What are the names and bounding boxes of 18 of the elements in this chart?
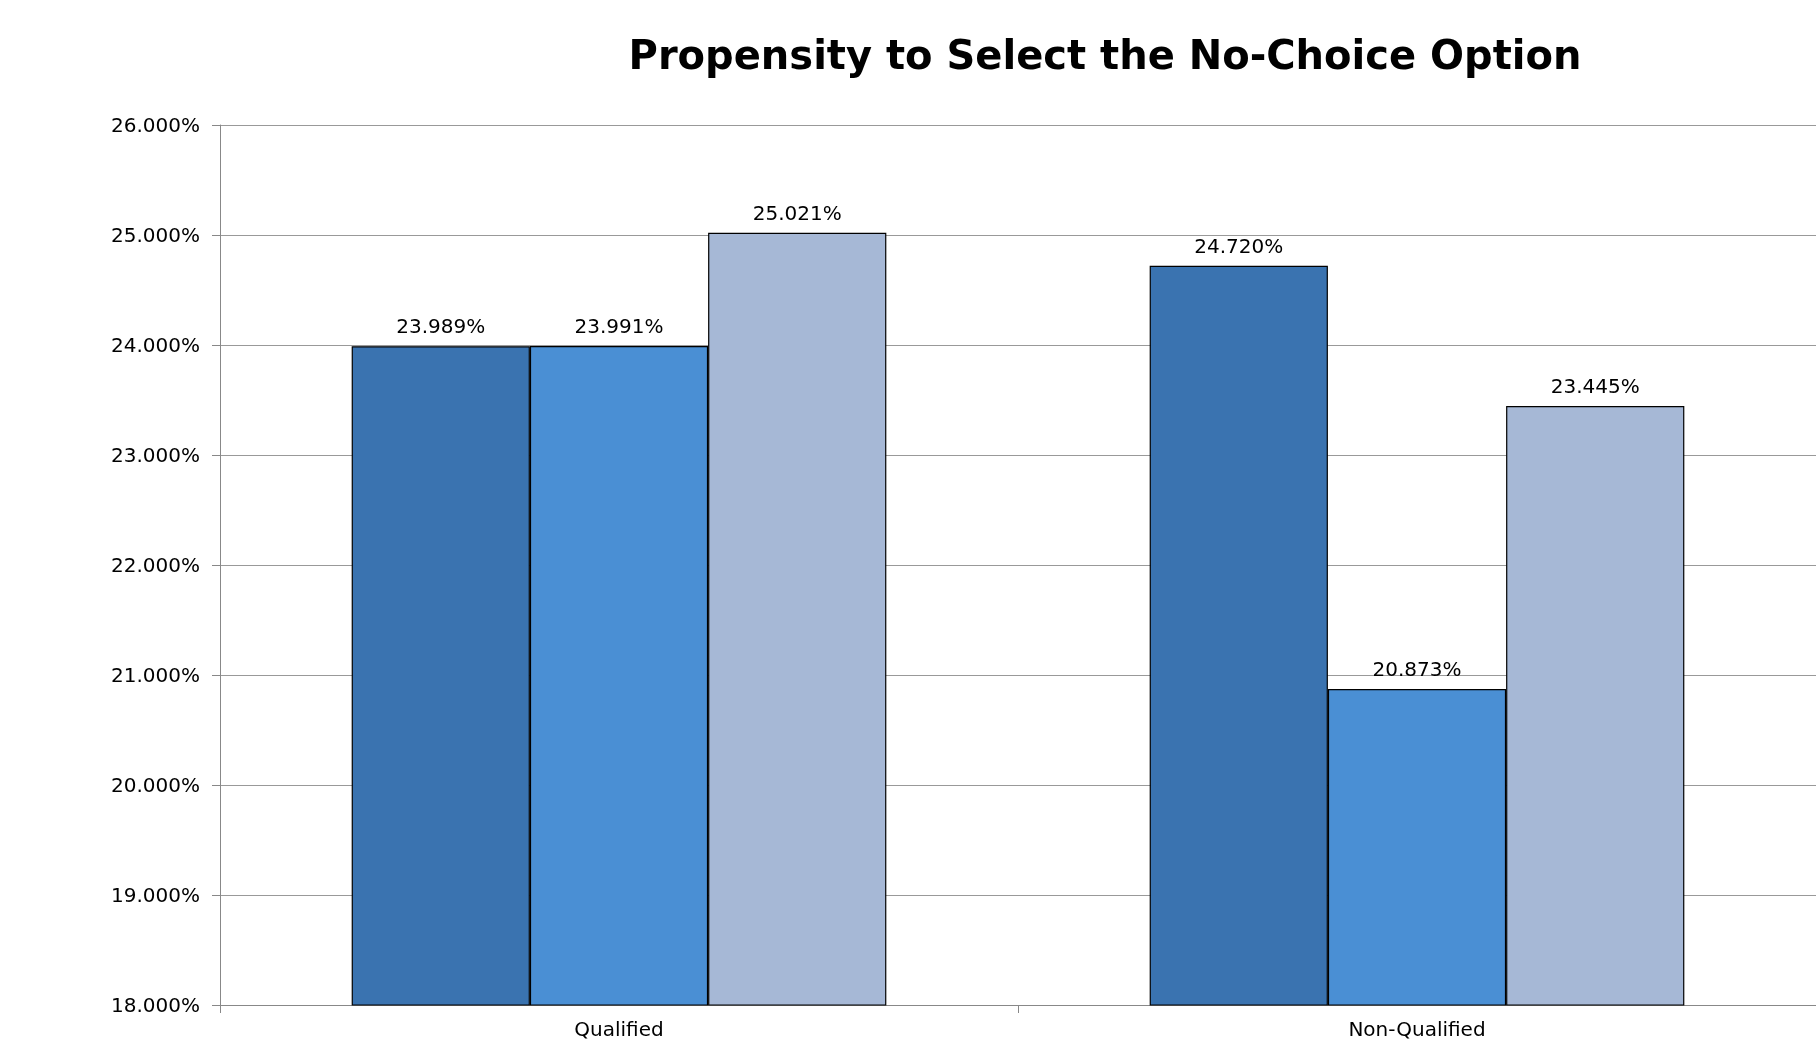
data-label: 20.873% bbox=[1372, 656, 1462, 681]
data-label: 23.991% bbox=[574, 313, 664, 338]
y-tick-label: 25.000% bbox=[111, 223, 200, 247]
data-label: 25.021% bbox=[752, 200, 842, 225]
x-tick-label: Qualified bbox=[574, 1017, 664, 1041]
data-label: 23.445% bbox=[1550, 374, 1640, 399]
y-tick-label: 23.000% bbox=[111, 443, 200, 467]
y-tick-label: 18.000% bbox=[111, 993, 200, 1017]
y-tick-label: 26.000% bbox=[111, 113, 200, 137]
x-tick-label: Non-Qualified bbox=[1348, 1017, 1486, 1041]
y-tick-label: 19.000% bbox=[111, 883, 200, 907]
y-tick-label: 20.000% bbox=[111, 773, 200, 797]
y-tick-label: 24.000% bbox=[111, 333, 200, 357]
y-tick-label: 21.000% bbox=[111, 663, 200, 687]
chart-title: Propensity to Select the No-Choice Option bbox=[628, 32, 1582, 78]
y-tick-label: 22.000% bbox=[111, 553, 200, 577]
data-label: 24.720% bbox=[1194, 233, 1284, 258]
data-label: 23.989% bbox=[396, 314, 486, 339]
